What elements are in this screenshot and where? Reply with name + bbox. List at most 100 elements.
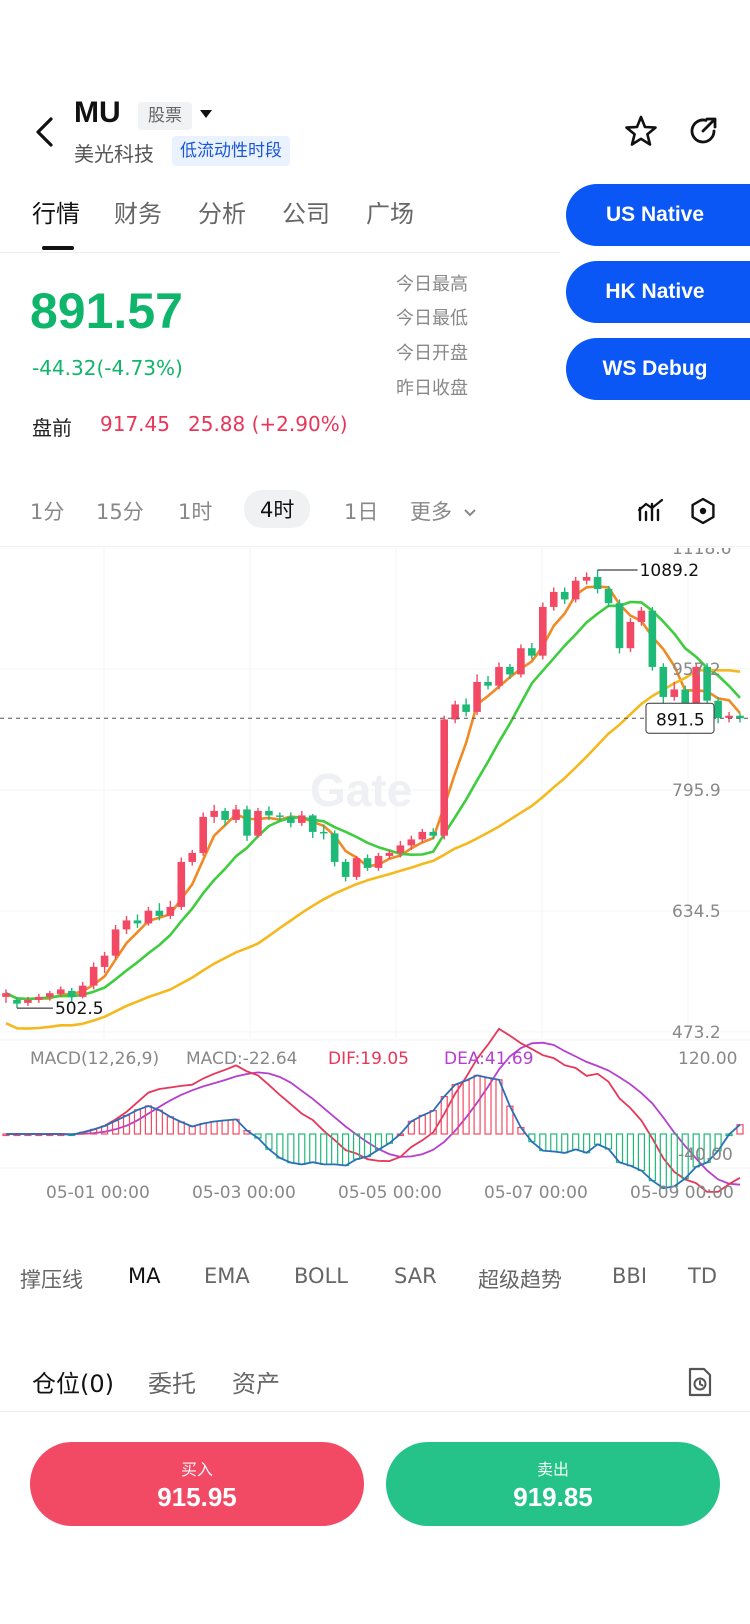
sell-button[interactable]: 卖出 919.85 [386,1442,720,1526]
macd-histogram-bar [615,1133,624,1163]
macd-histogram-bar [583,1133,591,1154]
candle-body [714,700,722,718]
stat-label-day-high: 今日最高 [396,274,468,295]
candle-body [232,809,240,820]
premarket-price: 917.45 [100,412,170,436]
period-1m[interactable]: 1分 [30,500,65,524]
tab-square[interactable]: 广场 [366,200,414,228]
chart-settings-icon[interactable] [688,496,718,530]
indicator-boll[interactable]: BOLL [294,1264,348,1288]
candle-body [13,999,21,1004]
macd-histogram-bar [320,1133,328,1165]
candle-body [319,831,328,834]
history-icon[interactable] [686,1366,714,1402]
indicator-ma[interactable]: MA [128,1264,161,1288]
candle-body [276,815,284,817]
macd-axis-bottom: -40.00 [678,1145,733,1165]
tab-market[interactable]: 行情 [32,200,80,228]
indicator-bbi[interactable]: BBI [612,1264,648,1288]
candle-body [56,989,65,994]
tab-analysis[interactable]: 分析 [198,200,246,228]
period-more[interactable]: 更多 [410,496,477,526]
period-1d[interactable]: 1日 [344,500,379,524]
macd-histogram-bar [572,1133,580,1150]
candle-body [440,719,449,836]
tab-orders[interactable]: 委托 [148,1370,196,1398]
candle-body [374,855,383,868]
macd-histogram-bar [418,1114,426,1135]
buy-label: 买入 [180,1459,213,1479]
indicator-support-resistance[interactable]: 撑压线 [20,1268,83,1292]
candle-body [736,715,744,719]
candle-body [122,920,131,930]
macd-histogram-bar [155,1109,163,1135]
macd-histogram-bar [462,1079,470,1135]
period-4h[interactable]: 4时 [244,490,311,528]
back-button[interactable] [26,114,62,150]
candle-body [473,681,481,712]
macd-histogram-bar [221,1119,229,1135]
session-badge: 低流动性时段 [172,136,290,166]
company-name: 美光科技 [74,142,154,166]
macd-histogram-bar [593,1133,602,1145]
ws-debug-button[interactable]: WS Debug [566,338,750,400]
candle-body [100,955,109,967]
candle-body [506,666,514,675]
candle-body [254,810,262,836]
candle-body [659,666,668,697]
favorite-star-icon[interactable] [624,114,658,152]
price-change: -44.32(-4.73%) [32,356,183,380]
macd-histogram-bar [561,1133,569,1154]
sell-price: 919.85 [513,1481,593,1512]
macd-axis-top: 120.00 [678,1049,737,1069]
tab-financials[interactable]: 财务 [114,200,162,228]
candle-body [111,929,120,956]
candle-body [2,993,10,997]
chart-indicator-icon[interactable] [636,496,666,530]
watermark-text: Gate [310,764,412,816]
candle-body [341,861,350,877]
candle-body [528,648,536,656]
share-icon[interactable] [686,114,720,152]
period-1h[interactable]: 1时 [178,500,213,524]
period-15m[interactable]: 15分 [96,500,144,524]
candle-body [199,816,207,853]
price-chart[interactable]: Gate 891.5 1118.6 957.2 795.9 634.5 473.2 1089… [0,539,750,1208]
tab-assets[interactable]: 资产 [232,1370,280,1398]
macd-line [6,1074,741,1190]
indicator-tabs: 撑压线 MA EMA BOLL SAR 超级趋势 BBI TD [0,1252,750,1308]
candle-body [407,839,416,846]
indicator-td[interactable]: TD [688,1264,717,1288]
premarket-change: 25.88 (+2.90%) [188,412,348,436]
moving-average-line [5,585,741,1001]
macd-histogram-bar [626,1133,635,1167]
divider [0,546,750,547]
chevron-down-icon [463,509,476,517]
candle-body [681,689,690,709]
indicator-ema[interactable]: EMA [204,1264,250,1288]
caret-down-icon[interactable] [198,106,214,125]
stat-label-open: 今日开盘 [396,343,468,364]
divider [0,252,560,253]
us-native-button[interactable]: US Native [566,184,750,246]
premarket-label: 盘前 [32,416,72,440]
indicator-supertrend[interactable]: 超级趋势 [478,1268,562,1292]
candle-body [330,833,339,862]
indicator-sar[interactable]: SAR [394,1264,437,1288]
hk-native-button[interactable]: HK Native [566,261,750,323]
macd-dif: DIF:19.05 [328,1049,409,1069]
security-type-badge[interactable]: 股票 [138,102,192,130]
candle-body [637,610,646,622]
candlestick-chart-svg[interactable]: Gate 891.5 1118.6 957.2 795.9 634.5 473.2 1089… [0,539,750,1208]
tab-positions[interactable]: 仓位(0) [32,1370,114,1398]
period-more-label: 更多 [410,500,452,524]
tab-company[interactable]: 公司 [282,200,330,228]
candle-body [517,648,525,675]
candle-body [593,576,602,589]
price-axis-label: 957.2 [672,660,721,680]
candle-body [166,906,175,916]
last-price: 891.57 [30,283,183,339]
price-axis-label: 795.9 [672,781,721,801]
candle-body [133,920,142,924]
buy-button[interactable]: 买入 915.95 [30,1442,364,1526]
